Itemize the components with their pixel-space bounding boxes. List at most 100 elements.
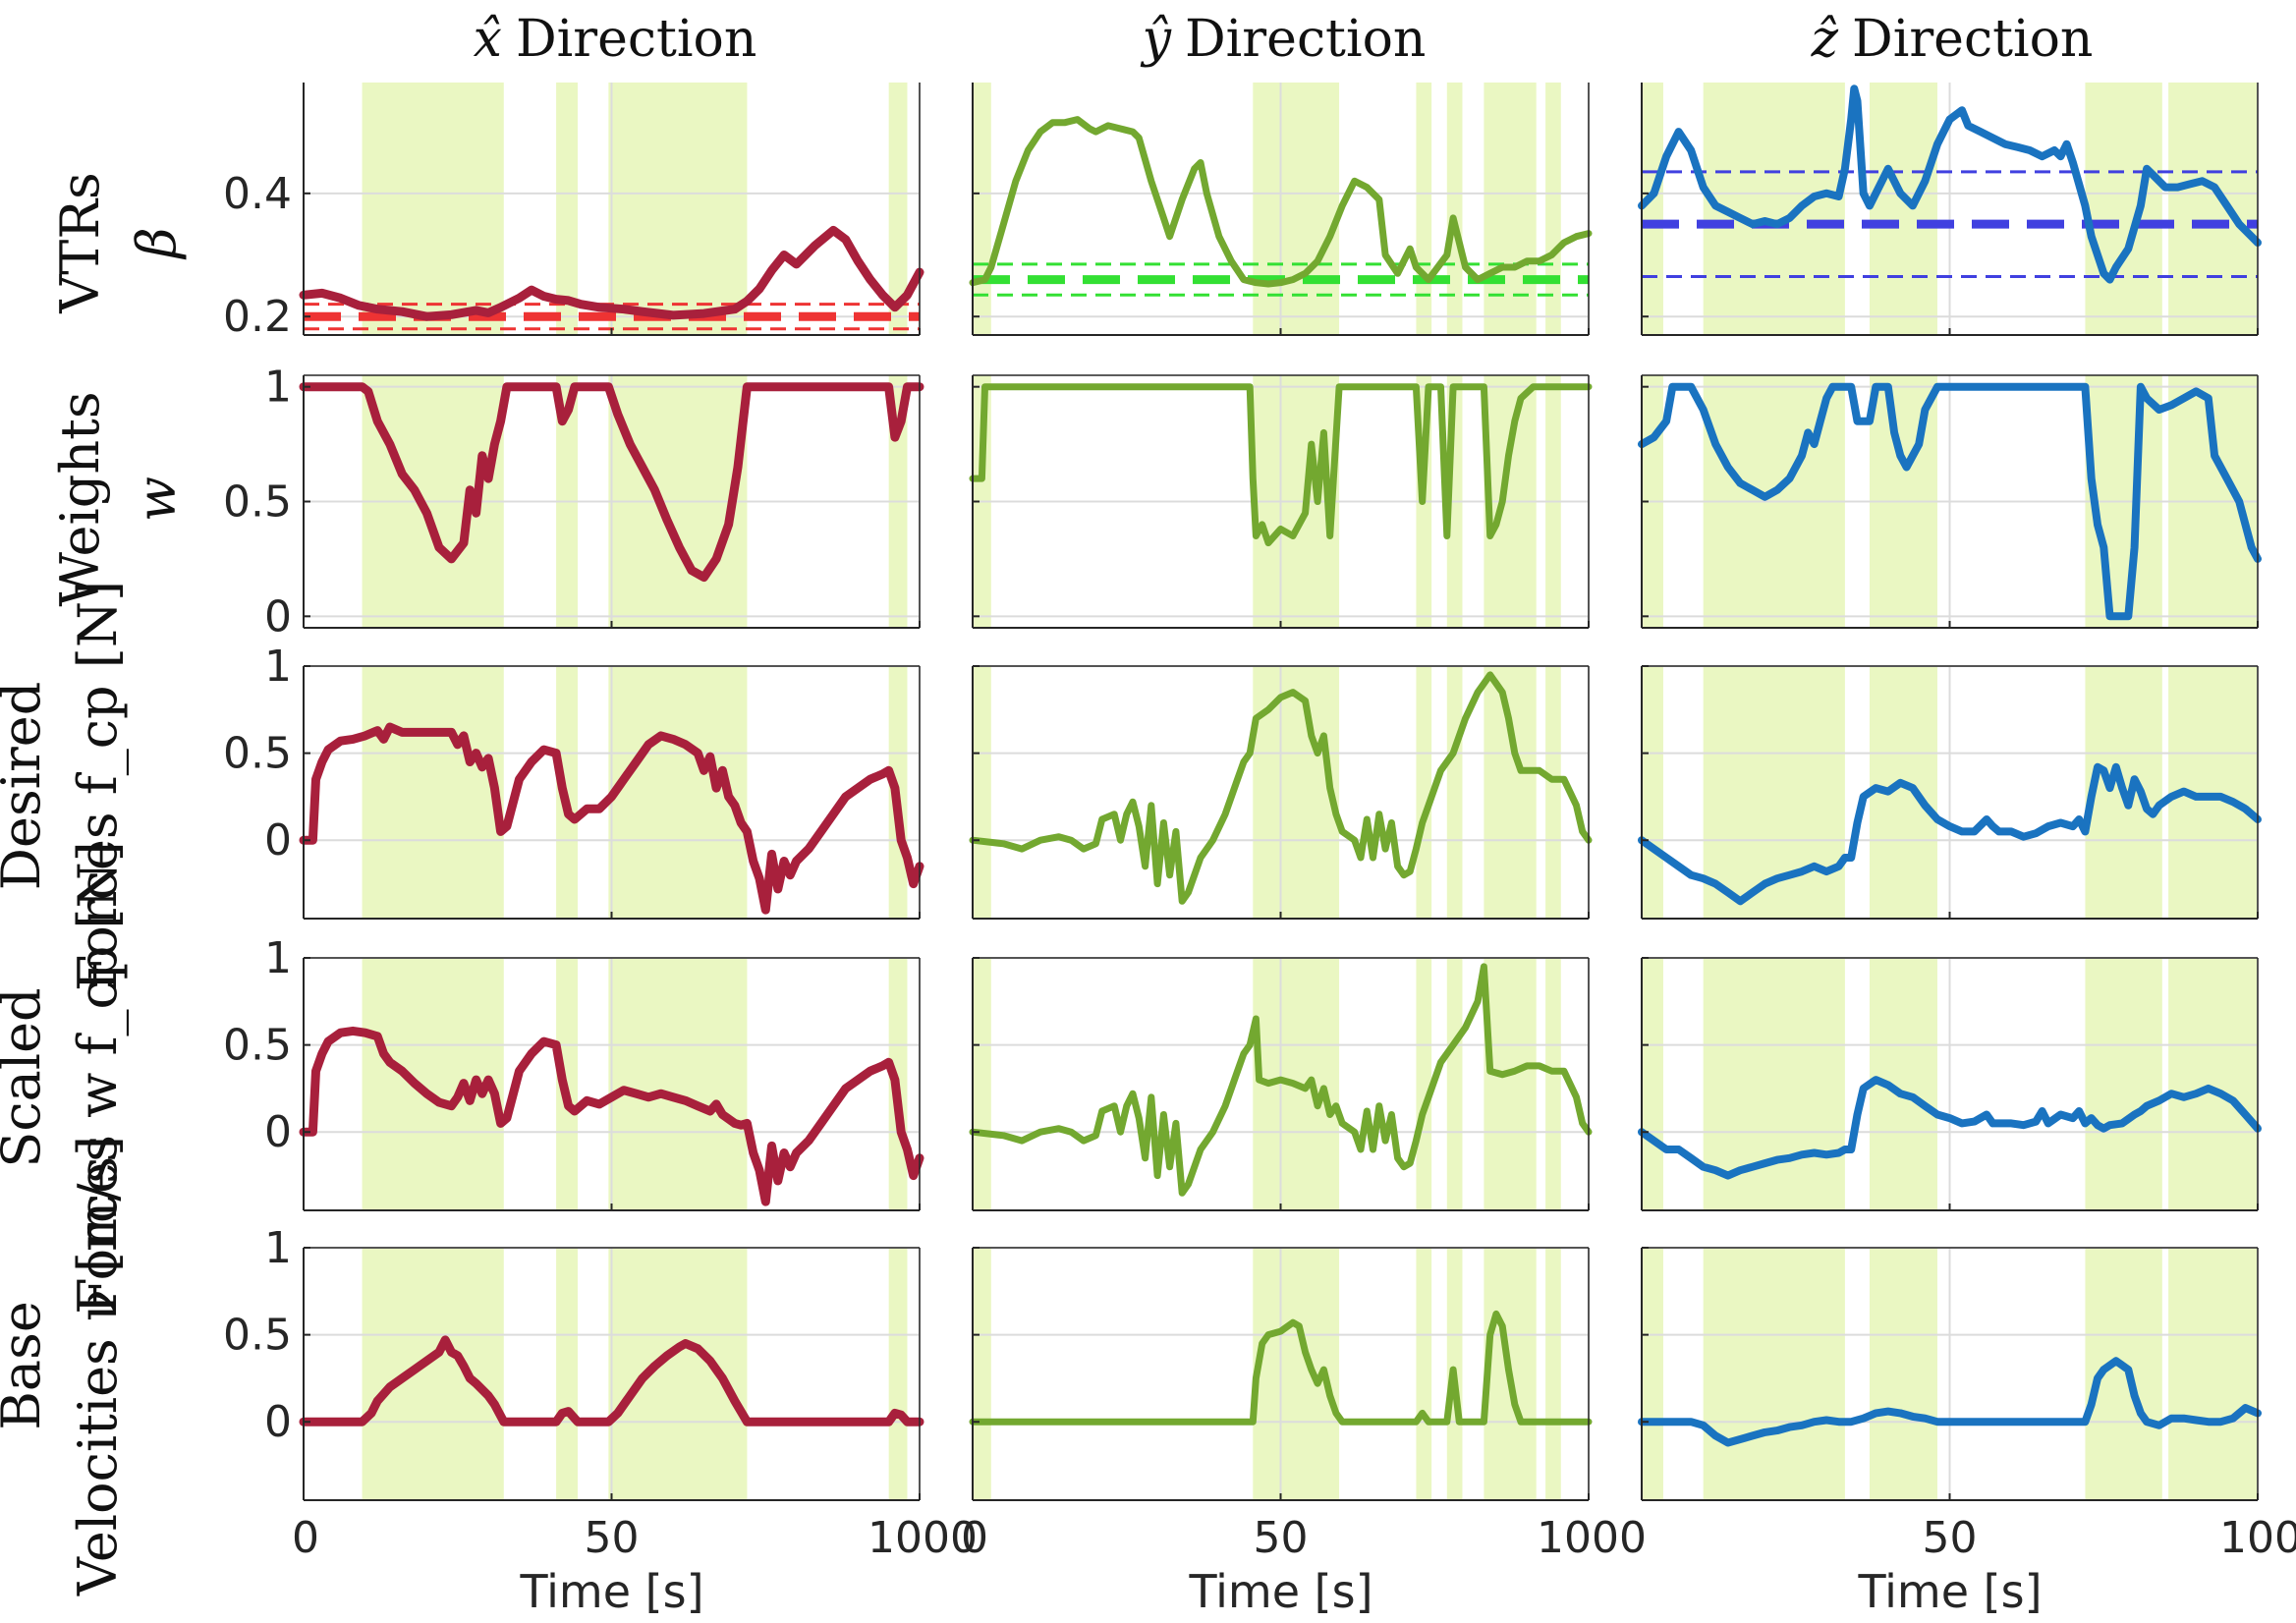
- x-tick-label: 0: [292, 1513, 319, 1563]
- panel-wfcp-z: [1638, 957, 2262, 1211]
- series-line-y-nu: [969, 1310, 1593, 1426]
- y-tick-label: 0.5: [223, 1311, 292, 1361]
- panel-w-x: 00.51: [223, 363, 924, 642]
- shaded-interval: [608, 83, 748, 335]
- panel-nu-z: 50 100: [1638, 1247, 2296, 1563]
- shaded-interval: [1416, 83, 1432, 335]
- series-line-x-beta: [299, 225, 924, 321]
- shaded-interval: [1869, 83, 1937, 335]
- shaded-interval: [1416, 1248, 1432, 1500]
- shaded-interval: [1642, 958, 1663, 1210]
- shaded-interval: [1642, 83, 1663, 335]
- x-tick-label: 1000: [1537, 1513, 1647, 1563]
- shaded-interval: [1869, 1248, 1937, 1500]
- series-line-y-w: [969, 383, 1593, 547]
- column-title-z: ẑ Direction: [1811, 10, 2094, 69]
- shaded-interval: [362, 666, 504, 919]
- shaded-interval: [1484, 958, 1537, 1210]
- shaded-interval: [1703, 1248, 1845, 1500]
- shaded-interval: [608, 958, 748, 1210]
- y-tick-label: 0: [264, 591, 292, 642]
- shaded-interval: [888, 1248, 908, 1500]
- y-tick-label: 0.5: [223, 1021, 292, 1071]
- shaded-interval: [1642, 666, 1663, 919]
- x-axis-label-col1: Time [s]: [519, 1565, 703, 1618]
- row-label-desired-line2: Forces f_cp [N]: [67, 581, 129, 991]
- panel-fcp-z: [1638, 665, 2262, 920]
- x-tick-label: 100: [2219, 1513, 2296, 1563]
- y-tick-label: 1: [264, 1223, 292, 1273]
- series-line-z-nu: [1638, 1357, 2262, 1447]
- shaded-interval: [1545, 1248, 1561, 1500]
- x-tick-label: 0: [961, 1513, 988, 1563]
- shaded-interval: [2168, 1248, 2258, 1500]
- shaded-interval: [973, 83, 991, 335]
- series-line-z-beta: [1638, 84, 2262, 284]
- panel-fcp-y: [969, 665, 1593, 920]
- shaded-interval: [1545, 958, 1561, 1210]
- shaded-interval: [973, 1248, 991, 1500]
- y-tick-label: 0.4: [223, 169, 292, 219]
- column-titles: x̂ Direction ŷ Direction ẑ Direction: [474, 10, 2094, 69]
- shaded-interval: [2085, 958, 2162, 1210]
- shaded-interval: [1446, 666, 1463, 919]
- y-tick-label: 0.2: [223, 292, 292, 342]
- series-line-x-fcp: [299, 722, 924, 915]
- shaded-interval: [2168, 83, 2258, 335]
- row-labels: VTRs β Weights w Desired Forces f_cp [N]…: [0, 172, 188, 1596]
- shaded-interval: [1416, 958, 1432, 1210]
- panel-nu-y: 0 50 1000: [961, 1247, 1647, 1563]
- shaded-interval: [1545, 666, 1561, 919]
- panel-wfcp-x: 00.51: [223, 933, 924, 1211]
- y-tick-label: 0: [264, 1397, 292, 1447]
- shaded-interval: [362, 83, 504, 335]
- panel-w-z: [1638, 374, 2262, 629]
- row-label-desired-line1: Desired: [0, 682, 52, 891]
- y-tick-label: 1: [264, 642, 292, 692]
- shaded-interval: [1484, 666, 1537, 919]
- y-tick-label: 0: [264, 1107, 292, 1157]
- row-label-base-line1: Base: [0, 1301, 52, 1430]
- shaded-interval: [1545, 83, 1561, 335]
- shaded-interval: [1446, 958, 1463, 1210]
- y-tick-label: 0: [264, 815, 292, 866]
- panel-beta-y: [969, 83, 1593, 336]
- x-tick-label: 50: [585, 1513, 640, 1563]
- y-tick-label: 1: [264, 363, 292, 413]
- series-line-x-nu: [299, 1335, 924, 1427]
- series-line-z-wfcp: [1638, 1076, 2262, 1180]
- row-label-scaled-line2: Forces w f_cp [N]: [67, 841, 129, 1315]
- x-axis-label-col2: Time [s]: [1188, 1565, 1372, 1618]
- shaded-interval: [1253, 83, 1340, 335]
- panel-nu-x: 0 0.5 1 0 50 1000: [223, 1223, 978, 1563]
- shaded-interval: [1416, 666, 1432, 919]
- y-tick-label: 0.5: [223, 729, 292, 779]
- row-label-beta-line1: VTRs: [49, 172, 111, 313]
- panel-wfcp-y: [969, 957, 1593, 1211]
- series-line-y-fcp: [969, 671, 1593, 905]
- row-label-weights-line1: Weights: [49, 391, 111, 606]
- shaded-interval: [888, 83, 908, 335]
- column-title-x: x̂ Direction: [474, 10, 757, 69]
- row-label-scaled-line1: Scaled: [0, 987, 52, 1167]
- series-line-x-wfcp: [299, 1026, 924, 1206]
- series-line-z-w: [1638, 382, 2262, 621]
- row-label-base-line2: Velocities ν [m/s]: [67, 1136, 129, 1596]
- x-tick-label: 1000: [868, 1513, 978, 1563]
- shaded-interval: [556, 1248, 579, 1500]
- shaded-interval: [973, 666, 991, 919]
- column-title-y: ŷ Direction: [1141, 10, 1427, 69]
- shaded-interval: [362, 1248, 504, 1500]
- x-axis-labels: Time [s] Time [s] Time [s]: [519, 1565, 2042, 1618]
- shaded-interval: [1642, 1248, 1663, 1500]
- shaded-interval: [1446, 83, 1463, 335]
- x-axis-label-col3: Time [s]: [1857, 1565, 2042, 1618]
- shaded-interval: [2168, 958, 2258, 1210]
- row-label-weights-line2: w: [126, 476, 188, 522]
- row-label-beta-line2: β: [126, 227, 188, 259]
- shaded-interval: [973, 958, 991, 1210]
- series-line-x-w: [299, 382, 924, 583]
- y-tick-label: 1: [264, 933, 292, 983]
